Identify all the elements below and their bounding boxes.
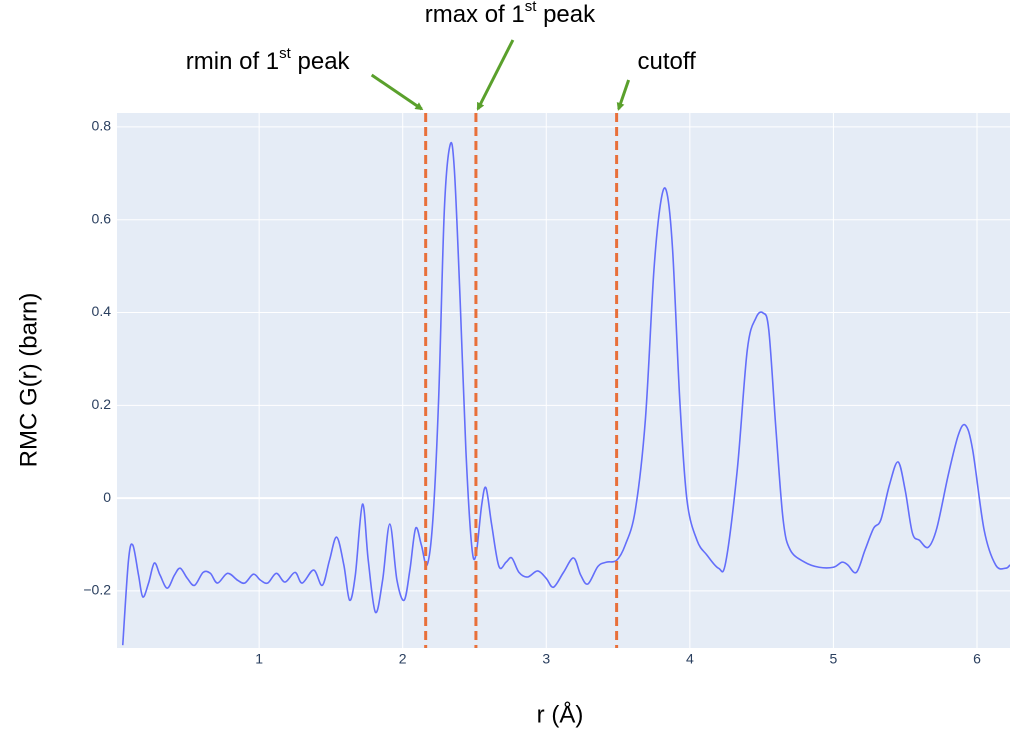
x-tick-label: 3 [542,651,550,667]
annotation-text: rmax of 1 [425,1,525,28]
annotation-superscript: st [525,0,538,15]
annotation: rmin of 1st peak [186,45,351,75]
y-tick-label: 0.2 [92,396,112,412]
annotation-arrow [476,39,515,111]
annotation-arrow [616,79,631,111]
annotation-text: peak [291,48,351,75]
y-axis-title: RMC G(r) (barn) [15,293,42,468]
annotation-arrow [370,73,424,111]
x-tick-label: 6 [973,651,981,667]
x-tick-label: 2 [399,651,407,667]
x-tick-label: 1 [255,651,263,667]
x-tick-label: 4 [686,651,694,667]
annotation-text: cutoff [637,48,696,75]
y-tick-label: 0.6 [92,210,112,226]
annotation-text: rmin of 1 [186,48,279,75]
plot-area [117,113,1010,648]
x-tick-label: 5 [830,651,838,667]
y-tick-label: 0 [103,489,111,505]
data-line [121,141,1010,646]
y-tick-label: 0.4 [92,303,112,319]
y-tick-label: 0.8 [92,118,112,134]
x-axis-title: r (Å) [537,700,584,728]
annotation-text: peak [536,1,596,28]
annotation: rmax of 1st peak [425,0,596,28]
y-tick-label: −0.2 [83,582,111,598]
annotation: cutoff [637,48,696,75]
annotation-superscript: st [279,45,292,62]
